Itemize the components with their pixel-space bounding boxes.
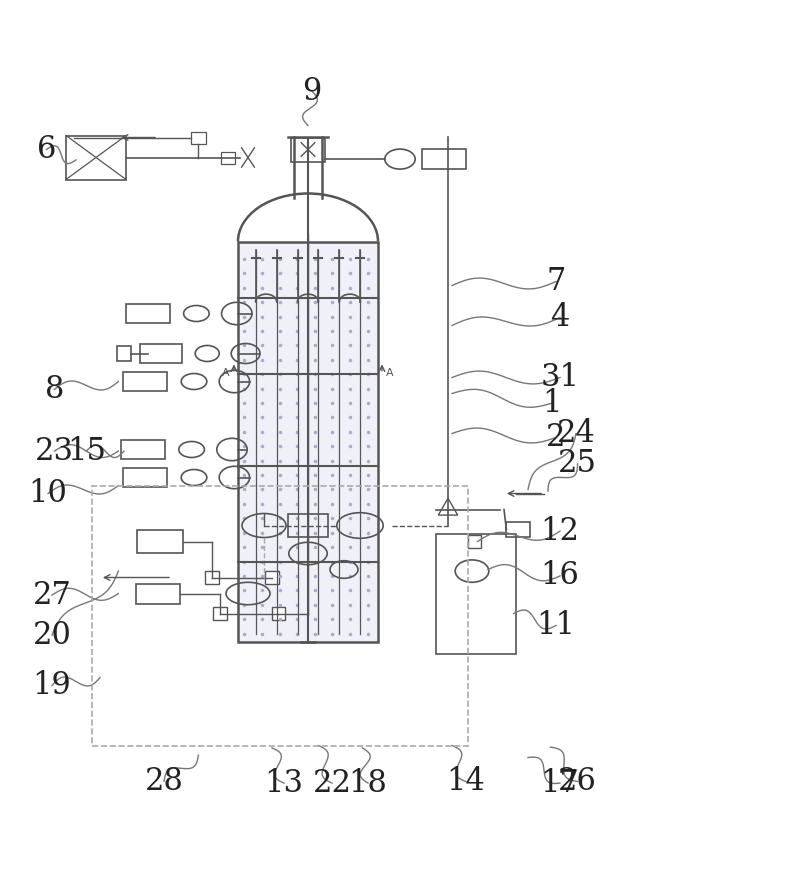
Text: 4: 4 [550,302,570,333]
Bar [238,241,378,642]
Text: 17: 17 [541,767,579,798]
Text: 25: 25 [558,449,597,479]
Text: 12: 12 [541,516,579,547]
Text: 16: 16 [541,561,579,592]
Text: 9: 9 [302,76,322,107]
Text: 28: 28 [145,766,183,797]
Text: 20: 20 [33,620,71,651]
Text: 2: 2 [546,422,566,453]
Text: 26: 26 [558,766,597,797]
Text: 31: 31 [541,362,579,393]
Text: 6: 6 [37,134,56,165]
Text: 22: 22 [313,767,351,798]
Text: 13: 13 [265,767,303,798]
Text: 10: 10 [29,478,67,509]
Text: 24: 24 [557,418,595,449]
Text: 14: 14 [446,766,485,797]
Text: 19: 19 [33,670,71,701]
Text: 23: 23 [35,435,74,466]
Text: 15: 15 [67,435,106,466]
Text: 7: 7 [546,266,566,297]
Text: A: A [222,368,230,379]
Text: 11: 11 [537,610,575,641]
Text: 1: 1 [542,388,562,419]
Text: 18: 18 [349,767,387,798]
Text: 8: 8 [45,374,64,405]
Text: 27: 27 [33,579,71,611]
Text: A: A [386,368,394,379]
